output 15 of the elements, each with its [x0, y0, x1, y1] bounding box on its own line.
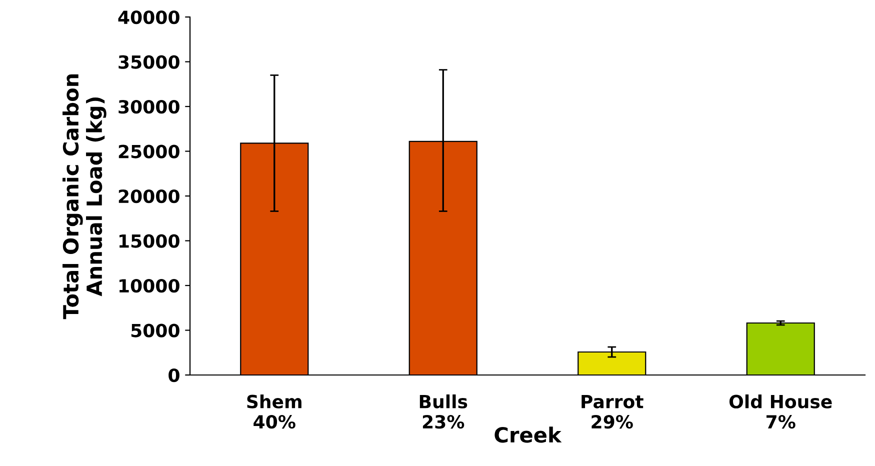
- x-tick-label: Bulls 23%: [420, 394, 468, 429]
- x-tick-label: Parrot 29%: [582, 395, 644, 429]
- y-tick-label: 40000: [118, 10, 180, 24]
- y-tick-label: 0: [168, 368, 180, 382]
- x-tick-label: Old House 7%: [729, 394, 832, 429]
- y-tick-label: 5000: [131, 324, 180, 338]
- y-tick-label: 20000: [118, 189, 180, 204]
- y-tick-label: 15000: [120, 234, 180, 248]
- y-tick-label: 30000: [118, 100, 180, 114]
- x-axis-title: Creek: [494, 426, 562, 443]
- y-axis-title: Total Organic Carbon Annual Load (kg): [62, 74, 106, 320]
- y-tick-label: 25000: [118, 144, 180, 158]
- x-tick-label: Shem 40%: [247, 394, 302, 429]
- y-tick-label: 10000: [120, 278, 180, 293]
- y-tick-label: 35000: [118, 55, 180, 69]
